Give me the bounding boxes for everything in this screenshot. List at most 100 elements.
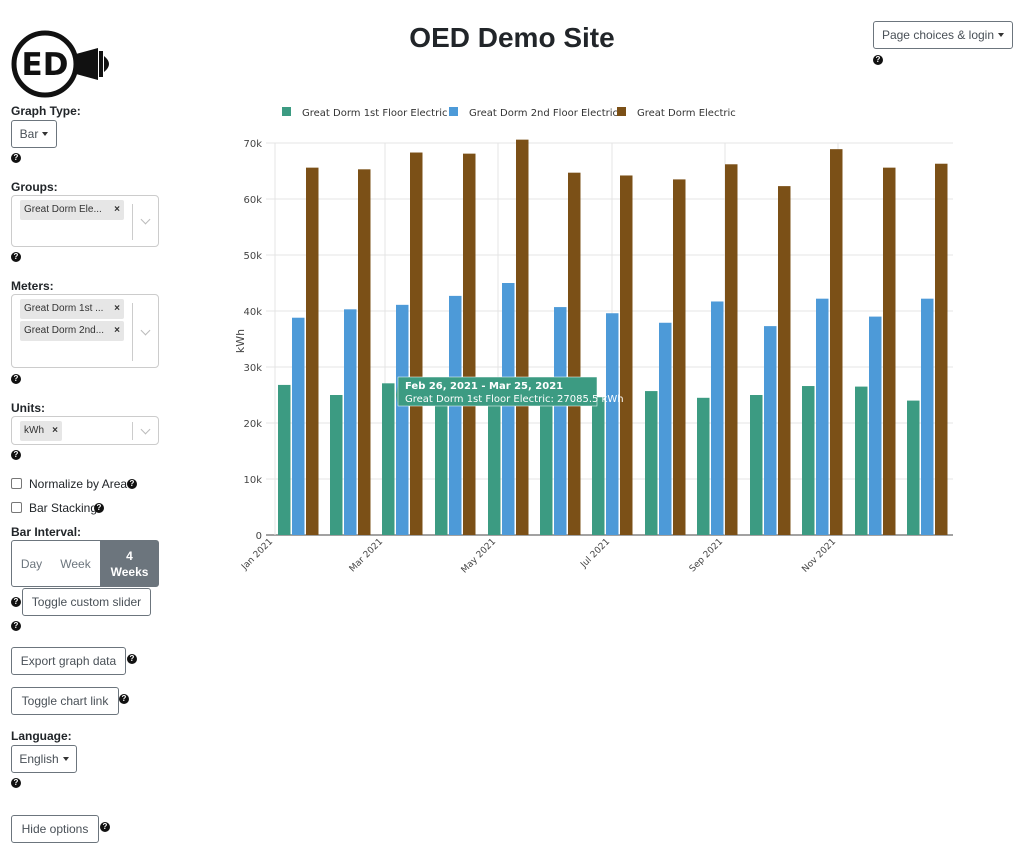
bar — [764, 326, 777, 535]
unit-tag: kWh × — [20, 421, 62, 441]
y-tick-label: 20k — [243, 419, 262, 430]
bar — [620, 175, 633, 536]
question-circle-icon[interactable]: ? — [11, 597, 21, 607]
units-select[interactable]: kWh × — [11, 416, 159, 445]
legend-label: Great Dorm Electric — [637, 108, 736, 119]
question-circle-icon[interactable]: ? — [11, 778, 21, 788]
y-tick-label: 30k — [243, 363, 262, 374]
select-separator — [132, 204, 133, 240]
bar — [830, 149, 843, 535]
bar — [592, 397, 605, 535]
question-circle-icon[interactable]: ? — [11, 450, 21, 460]
interval-day-label: Day — [20, 556, 43, 571]
bar — [921, 298, 934, 535]
y-tick-label: 0 — [256, 531, 262, 542]
bar — [278, 384, 291, 535]
bar — [568, 172, 581, 535]
bar — [306, 167, 319, 535]
legend-swatch — [282, 107, 291, 116]
select-separator — [132, 303, 133, 361]
interval-week-button[interactable]: Week — [51, 540, 101, 587]
y-tick-label: 10k — [243, 475, 262, 486]
bar — [935, 163, 948, 535]
groups-select[interactable]: Great Dorm Ele... × — [11, 195, 159, 247]
bar — [435, 383, 448, 535]
bar — [907, 400, 920, 535]
bar — [711, 301, 724, 535]
bar — [330, 395, 343, 535]
question-circle-icon[interactable]: ? — [11, 374, 21, 384]
normalize-label: Normalize by Area — [29, 477, 128, 491]
language-label: Language: — [11, 729, 72, 743]
y-tick-label: 40k — [243, 307, 262, 318]
normalize-checkbox[interactable] — [11, 478, 22, 489]
y-tick-label: 70k — [243, 139, 262, 150]
toggle-slider-label: Toggle custom slider — [31, 595, 142, 609]
bar-stacking-label: Bar Stacking — [29, 501, 98, 515]
meters-select[interactable]: Great Dorm 1st ... × Great Dorm 2nd... × — [11, 294, 159, 368]
hide-options-label: Hide options — [21, 822, 89, 836]
bar — [358, 169, 371, 535]
oed-logo: ED — [10, 30, 115, 98]
legend-label: Great Dorm 1st Floor Electric — [302, 108, 447, 119]
question-circle-icon[interactable]: ? — [11, 153, 21, 163]
bar — [725, 164, 738, 535]
chevron-down-icon — [42, 132, 49, 136]
interval-week-label: Week — [60, 556, 91, 571]
y-tick-label: 50k — [243, 251, 262, 262]
language-value: English — [19, 752, 59, 766]
tooltip-box — [397, 376, 598, 407]
graph-type-label: Graph Type: — [11, 104, 81, 118]
bar — [673, 179, 686, 535]
remove-tag-icon[interactable]: × — [114, 325, 120, 336]
bar — [344, 309, 357, 535]
remove-tag-icon[interactable]: × — [114, 204, 120, 215]
x-tick-label: May 2021 — [460, 537, 498, 575]
bar — [554, 307, 567, 535]
graph-type-value: Bar — [19, 127, 39, 141]
chart-tooltip: Feb 26, 2021 - Mar 25, 2021 Great Dorm 1s… — [396, 376, 624, 407]
x-tick-label: Mar 2021 — [348, 537, 385, 574]
question-circle-icon[interactable]: ? — [94, 503, 104, 513]
question-circle-icon[interactable]: ? — [873, 55, 883, 65]
page-choices-button[interactable]: Page choices & login — [873, 21, 1013, 49]
remove-tag-icon[interactable]: × — [114, 303, 120, 314]
meter-tag-label: Great Dorm 2nd... — [24, 325, 105, 336]
chart-axes: Jan 2021 Mar 2021 May 2021 Jul 2021 Sep 2021… — [239, 537, 838, 575]
bar — [516, 139, 529, 535]
meter-tag: Great Dorm 1st ... × — [20, 299, 124, 319]
meters-label: Meters: — [11, 279, 54, 293]
question-circle-icon[interactable]: ? — [127, 654, 137, 664]
export-label: Export graph data — [20, 654, 117, 668]
bar — [778, 186, 791, 535]
bar — [488, 392, 501, 535]
toggle-chart-link-button[interactable]: Toggle chart link — [11, 687, 119, 715]
interval-4weeks-button[interactable]: 4 Weeks — [100, 540, 159, 587]
bar-stacking-checkbox[interactable] — [11, 502, 22, 513]
graph-type-dropdown[interactable]: Bar — [11, 120, 57, 148]
page-choices-label: Page choices & login — [881, 28, 995, 42]
legend-label: Great Dorm 2nd Floor Electric — [469, 108, 618, 119]
bar — [449, 295, 462, 535]
toggle-custom-slider-button[interactable]: Toggle custom slider — [22, 588, 151, 616]
question-circle-icon[interactable]: ? — [127, 479, 137, 489]
language-dropdown[interactable]: English — [11, 745, 77, 773]
bar — [502, 283, 515, 535]
y-tick-label: 60k — [243, 195, 262, 206]
bar — [382, 383, 395, 535]
chart-bars — [278, 139, 948, 536]
chart-legend: Great Dorm 1st Floor Electric Great Dorm … — [282, 107, 736, 119]
interval-4weeks-label: 4 Weeks — [110, 548, 149, 579]
export-graph-data-button[interactable]: Export graph data — [11, 647, 126, 675]
question-circle-icon[interactable]: ? — [100, 822, 110, 832]
remove-tag-icon[interactable]: × — [52, 425, 58, 436]
tooltip-body: Great Dorm 1st Floor Electric: 27085.5 k… — [405, 394, 624, 405]
x-tick-label: Jan 2021 — [239, 537, 275, 573]
hide-options-button[interactable]: Hide options — [11, 815, 99, 843]
page-title: OED Demo Site — [409, 22, 615, 53]
question-circle-icon[interactable]: ? — [11, 621, 21, 631]
bar — [883, 167, 896, 535]
question-circle-icon[interactable]: ? — [119, 694, 129, 704]
question-circle-icon[interactable]: ? — [11, 252, 21, 262]
